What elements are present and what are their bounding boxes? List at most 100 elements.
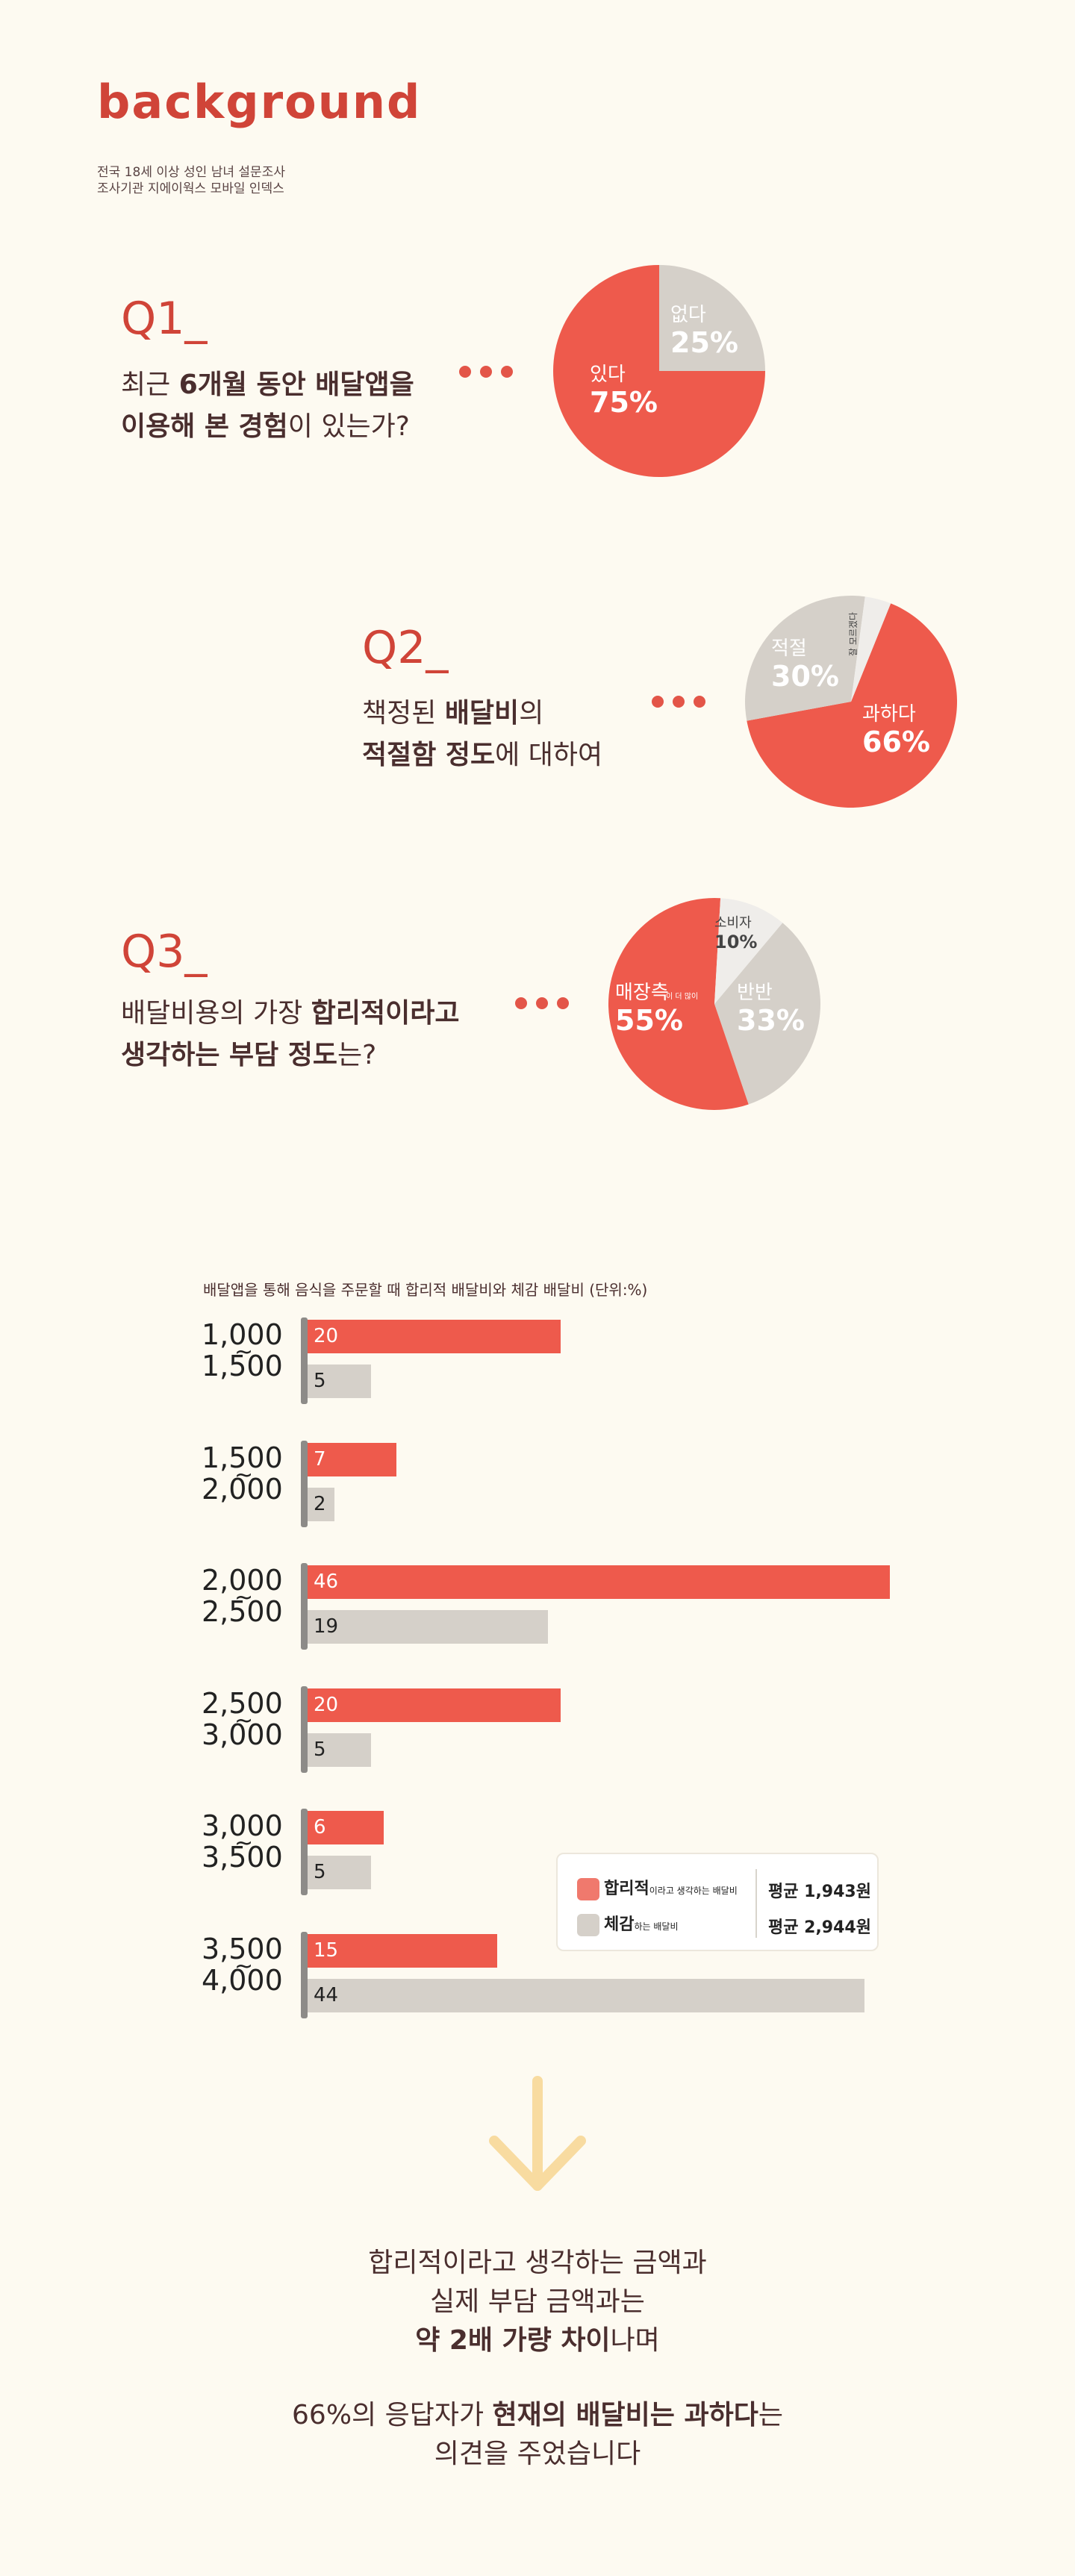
pie1-label-1: 없다 bbox=[670, 304, 706, 326]
pie3-slice-2 bbox=[714, 898, 783, 1004]
bar-category-label: 3,000 ~3,500 bbox=[202, 1812, 299, 1871]
q3-question: 배달비용의 가장 합리적이라고 생각하는 부담 정도는? bbox=[121, 993, 459, 1076]
conclusion-line-2: 실제 부담 금액과는 bbox=[430, 2286, 645, 2317]
bar-reasonable: 6 bbox=[308, 1811, 384, 1844]
tick-label-from: 2,000 bbox=[202, 1564, 283, 1597]
q2-dots bbox=[652, 696, 714, 711]
pie2-label-1: 적절 bbox=[771, 637, 807, 660]
bar-reasonable: 20 bbox=[308, 1688, 561, 1722]
legend-average-reasonable: 평균 1,943원 bbox=[768, 1883, 871, 1901]
bar-reasonable: 15 bbox=[308, 1933, 498, 1968]
q2-text-pre: 책정된 bbox=[362, 698, 445, 729]
legend-item-perceived: 체감하는 배달비 bbox=[577, 1911, 679, 1936]
bar-axis bbox=[301, 1563, 308, 1650]
q3-text-pre: 배달비용의 가장 bbox=[121, 998, 311, 1029]
bar-category-label: 2,000 ~2,500 bbox=[202, 1566, 299, 1626]
pie3-label-0: 반반 bbox=[737, 982, 773, 1004]
bar-reasonable: 7 bbox=[308, 1442, 396, 1476]
bar-category-label: 1,000 ~1,500 bbox=[202, 1320, 299, 1380]
conclusion-post-1: 나며 bbox=[610, 2325, 660, 2356]
pie3-pct-2: 10% bbox=[714, 932, 757, 952]
conclusion-line-1: 합리적이라고 생각하는 금액과 bbox=[368, 2248, 707, 2278]
legend-swatch-reasonable bbox=[577, 1878, 599, 1900]
q2-label: Q2_ bbox=[362, 622, 449, 674]
page-title: background bbox=[97, 75, 422, 129]
tick-label-to: 2,000 bbox=[202, 1472, 283, 1506]
legend-suffix-reasonable: 이라고 생각하는 배달비 bbox=[649, 1886, 738, 1896]
bar-perceived: 44 bbox=[308, 1978, 865, 2012]
pie2-slice-0 bbox=[747, 603, 957, 808]
tick-label-tilde: ~ bbox=[234, 1339, 254, 1365]
bar-category-label: 3,500 ~4,000 bbox=[202, 1935, 299, 1995]
bar-axis bbox=[301, 1809, 308, 1895]
pie3-sublabel-1: 이 더 많이 bbox=[666, 992, 698, 1001]
q1-text-post: 이 있는가? bbox=[287, 411, 410, 442]
q2-text-post: 의 bbox=[519, 698, 544, 729]
q3-dots bbox=[515, 997, 578, 1012]
q2-text-post2: 에 대하여 bbox=[495, 740, 603, 770]
pie2-slice-1 bbox=[745, 596, 865, 721]
tick-label-to: 2,500 bbox=[202, 1595, 283, 1628]
q2-question: 책정된 배달비의 적절함 정도에 대하여 bbox=[362, 693, 602, 776]
tick-label-from: 1,500 bbox=[202, 1441, 283, 1474]
q3-text-post: 는? bbox=[337, 1040, 377, 1070]
tick-label-from: 3,500 bbox=[202, 1932, 283, 1965]
legend-label-reasonable: 합리적 bbox=[604, 1880, 649, 1898]
q3-text-bold: 합리적이라고 bbox=[311, 998, 460, 1029]
down-arrow-icon bbox=[489, 2076, 586, 2191]
legend-swatch-perceived bbox=[577, 1914, 599, 1936]
chart-legend: 합리적이라고 생각하는 배달비 체감하는 배달비 평균 1,943원 평균 2,… bbox=[556, 1853, 879, 1951]
conclusion-bold-1: 약 2배 가량 차이 bbox=[415, 2325, 611, 2356]
bar-axis bbox=[301, 1440, 308, 1527]
conclusion-line-4: 66%의 응답자가 현재의 배달비는 과하다는 bbox=[0, 2396, 1075, 2435]
bar-perceived: 2 bbox=[308, 1487, 334, 1521]
tick-label-to: 3,500 bbox=[202, 1841, 283, 1874]
bar-perceived: 5 bbox=[308, 1733, 371, 1767]
bar-chart-title: 배달앱을 통해 음식을 주문할 때 합리적 배달비와 체감 배달비 (단위:%) bbox=[203, 1281, 648, 1299]
tick-label-tilde: ~ bbox=[234, 1462, 254, 1488]
bar-category-label: 2,500 ~3,000 bbox=[202, 1689, 299, 1749]
pie1-slice-1 bbox=[659, 265, 765, 371]
legend-divider bbox=[755, 1869, 757, 1938]
bar-perceived: 5 bbox=[308, 1856, 371, 1889]
tick-label-from: 1,000 bbox=[202, 1318, 283, 1351]
pie2-pct-0: 66% bbox=[862, 726, 930, 758]
bar-category-label: 1,500 ~2,000 bbox=[202, 1444, 299, 1503]
pie2-label-2: 잘 모르겠다 bbox=[848, 612, 859, 656]
legend-suffix-perceived: 하는 배달비 bbox=[634, 1921, 679, 1932]
pie3-label-1: 매장측 bbox=[615, 982, 669, 1004]
conclusion-line-3: 약 2배 가량 차이나며 bbox=[0, 2321, 1075, 2360]
tick-label-from: 2,500 bbox=[202, 1686, 283, 1720]
survey-subtitle: 전국 18세 이상 성인 남녀 설문조사 bbox=[97, 165, 285, 180]
bar-reasonable: 20 bbox=[308, 1320, 561, 1353]
tick-label-tilde: ~ bbox=[234, 1953, 254, 1980]
bar-reasonable: 46 bbox=[308, 1565, 890, 1599]
tick-label-to: 3,000 bbox=[202, 1718, 283, 1751]
q1-label: Q1_ bbox=[121, 293, 208, 345]
bar-perceived: 5 bbox=[308, 1365, 371, 1398]
conclusion-pre-2: 66%의 응답자가 bbox=[292, 2400, 493, 2430]
tick-label-from: 3,000 bbox=[202, 1809, 283, 1842]
tick-label-tilde: ~ bbox=[234, 1585, 254, 1611]
q3-text-bold2: 생각하는 부담 정도 bbox=[121, 1040, 338, 1070]
bar-axis bbox=[301, 1685, 308, 1773]
pie2-slice-2 bbox=[851, 596, 891, 702]
bar-perceived: 19 bbox=[308, 1610, 549, 1644]
q1-text-pre: 최근 bbox=[121, 369, 179, 400]
tick-label-tilde: ~ bbox=[234, 1707, 254, 1734]
pie3-slice-0 bbox=[714, 923, 820, 1105]
legend-item-reasonable: 합리적이라고 생각하는 배달비 bbox=[577, 1875, 738, 1900]
q3-label: Q3_ bbox=[121, 926, 208, 978]
pie1-pct-0: 75% bbox=[590, 386, 658, 419]
tick-label-to: 1,500 bbox=[202, 1350, 283, 1382]
pie1-label-0: 있다 bbox=[590, 364, 626, 386]
conclusion-line-5: 의견을 주었습니다 bbox=[434, 2439, 641, 2469]
pie1-pct-1: 25% bbox=[670, 326, 738, 359]
pie3-pct-1: 55% bbox=[615, 1004, 683, 1037]
bar-axis bbox=[301, 1931, 308, 2018]
conclusion-bold-2: 현재의 배달비는 과하다 bbox=[492, 2400, 758, 2430]
pie2-label-0: 과하다 bbox=[862, 703, 916, 726]
